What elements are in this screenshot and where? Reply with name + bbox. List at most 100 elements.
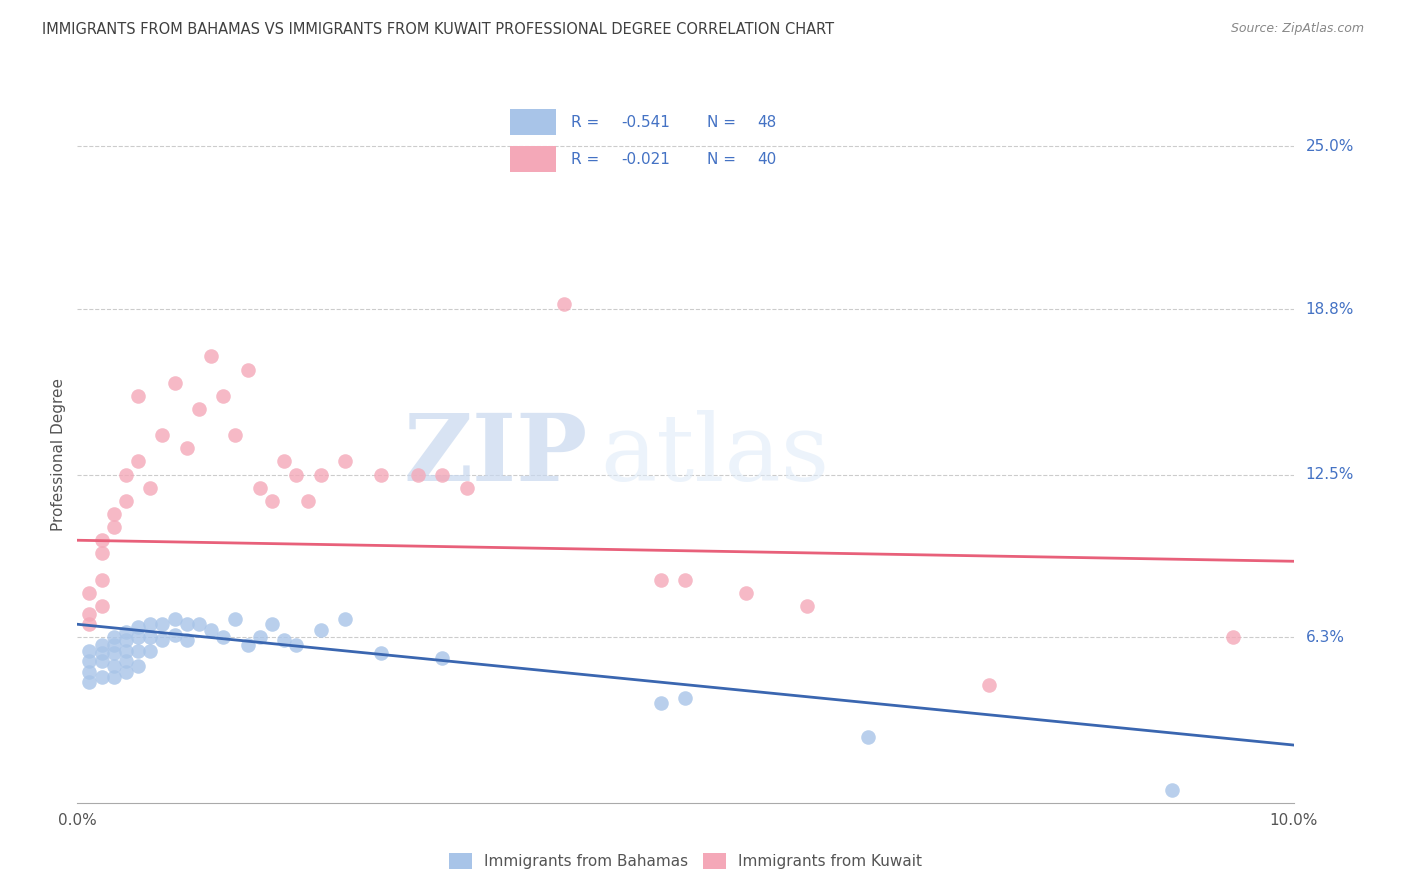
Point <box>90 546 112 560</box>
Text: N =: N = <box>707 152 741 167</box>
Point <box>139 481 162 495</box>
Point <box>309 467 332 482</box>
Point <box>103 646 125 660</box>
Point <box>103 520 125 534</box>
Point <box>90 573 112 587</box>
Point <box>212 389 235 403</box>
Point <box>115 625 138 640</box>
Point <box>249 631 271 645</box>
Point <box>735 586 758 600</box>
Point <box>115 643 138 657</box>
Point <box>163 376 186 390</box>
Text: 18.8%: 18.8% <box>1306 301 1354 317</box>
Point <box>260 617 283 632</box>
Point <box>675 573 697 587</box>
Point <box>103 670 125 684</box>
Text: 40: 40 <box>758 152 776 167</box>
Text: 25.0%: 25.0% <box>1306 139 1354 154</box>
Point <box>188 401 211 416</box>
Point <box>796 599 818 613</box>
Point <box>249 481 271 495</box>
Text: 48: 48 <box>758 115 776 129</box>
Point <box>675 690 697 705</box>
Point <box>79 643 101 657</box>
Point <box>260 494 283 508</box>
Point <box>200 350 222 364</box>
Point <box>273 454 295 468</box>
Point <box>79 586 101 600</box>
Point <box>224 428 246 442</box>
Point <box>127 454 149 468</box>
Point <box>285 638 308 652</box>
Text: -0.021: -0.021 <box>621 152 669 167</box>
Text: -0.541: -0.541 <box>621 115 669 129</box>
Point <box>103 507 125 521</box>
Point <box>236 362 259 376</box>
Point <box>79 607 101 621</box>
Point <box>1222 631 1244 645</box>
Point <box>115 467 138 482</box>
Point <box>152 633 174 648</box>
Point <box>188 617 211 632</box>
Point <box>224 612 246 626</box>
Point <box>127 643 149 657</box>
Point <box>212 631 235 645</box>
Point <box>115 665 138 679</box>
Point <box>273 633 295 648</box>
Y-axis label: Professional Degree: Professional Degree <box>51 378 66 532</box>
Point <box>127 389 149 403</box>
Point <box>127 659 149 673</box>
Point <box>90 670 112 684</box>
Point <box>152 428 174 442</box>
Point <box>115 633 138 648</box>
Point <box>553 297 575 311</box>
Point <box>176 633 198 648</box>
Point <box>79 654 101 668</box>
Point <box>103 631 125 645</box>
Point <box>650 696 672 710</box>
Point <box>856 730 879 744</box>
Point <box>90 533 112 548</box>
Point <box>90 599 112 613</box>
Point <box>406 467 429 482</box>
Point <box>90 638 112 652</box>
Text: ZIP: ZIP <box>404 410 588 500</box>
Point <box>200 623 222 637</box>
Point <box>430 651 453 665</box>
Point <box>309 623 332 637</box>
Point <box>79 675 101 690</box>
Point <box>1161 782 1184 797</box>
Point <box>115 654 138 668</box>
Text: 6.3%: 6.3% <box>1306 630 1344 645</box>
Bar <box>510 146 557 172</box>
Point <box>333 454 356 468</box>
Point <box>176 617 198 632</box>
Point <box>333 612 356 626</box>
Point <box>115 494 138 508</box>
Point <box>236 638 259 652</box>
Point <box>163 628 186 642</box>
Point <box>430 467 453 482</box>
Point <box>176 442 198 456</box>
Point <box>90 646 112 660</box>
Text: Source: ZipAtlas.com: Source: ZipAtlas.com <box>1230 22 1364 36</box>
Text: atlas: atlas <box>600 410 830 500</box>
Point <box>127 620 149 634</box>
Point <box>650 573 672 587</box>
Text: 12.5%: 12.5% <box>1306 467 1354 482</box>
Legend: Immigrants from Bahamas, Immigrants from Kuwait: Immigrants from Bahamas, Immigrants from… <box>443 847 928 875</box>
Point <box>139 643 162 657</box>
Point <box>370 467 392 482</box>
Text: R =: R = <box>571 115 605 129</box>
Text: R =: R = <box>571 152 605 167</box>
Point <box>79 617 101 632</box>
Point <box>139 631 162 645</box>
Point <box>297 494 319 508</box>
Point <box>163 612 186 626</box>
Point <box>979 678 1001 692</box>
Bar <box>510 109 557 136</box>
Point <box>370 646 392 660</box>
Point <box>79 665 101 679</box>
Point <box>152 617 174 632</box>
Point <box>103 659 125 673</box>
